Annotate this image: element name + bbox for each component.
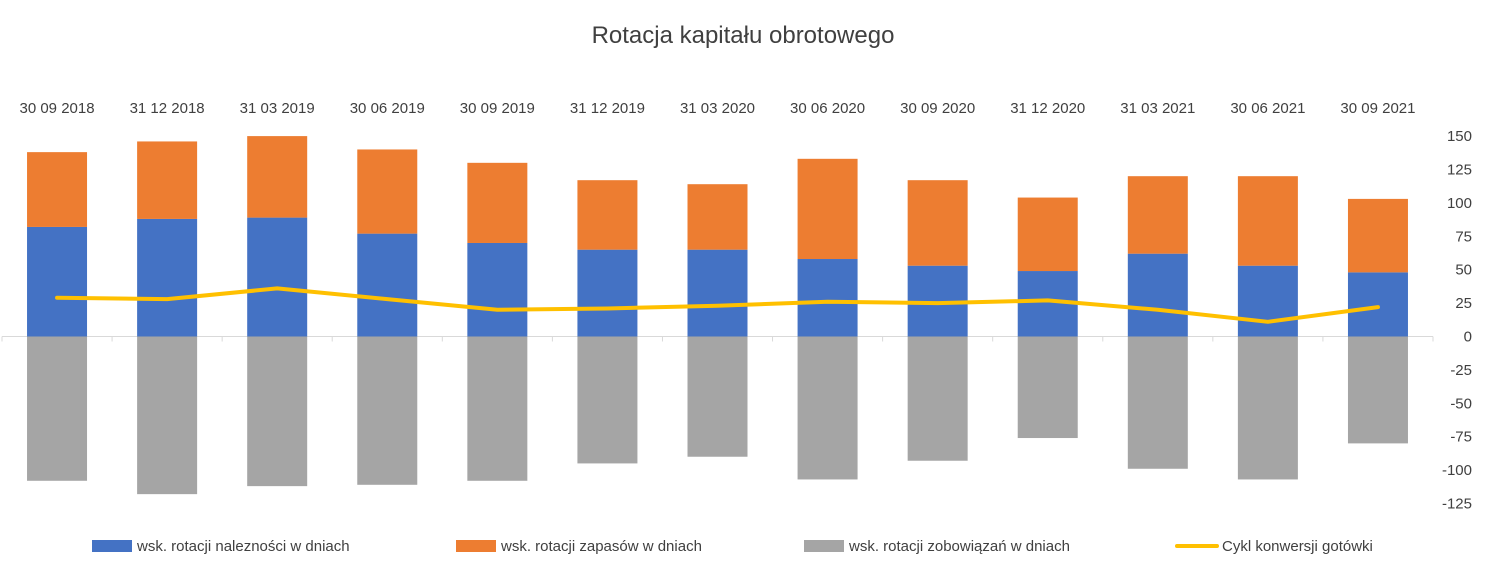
bar-inventory: [907, 180, 968, 266]
y-tick-label: -100: [1442, 462, 1472, 479]
legend-label: Cykl konwersji gotówki: [1222, 538, 1373, 555]
bar-inventory: [467, 162, 528, 243]
bar-inventory: [1017, 197, 1078, 272]
bar-payables: [27, 336, 88, 481]
bar-payables: [687, 336, 748, 457]
category-label: 31 03 2019: [240, 100, 315, 117]
category-label: 31 12 2018: [130, 100, 205, 117]
category-label: 30 09 2019: [460, 100, 535, 117]
bar-payables: [137, 336, 198, 495]
category-label: 30 06 2019: [350, 100, 425, 117]
bar-inventory: [27, 152, 88, 227]
y-tick-label: -50: [1450, 395, 1472, 412]
y-tick-label: 50: [1455, 262, 1472, 279]
plot-area: 30 09 2018 31 12 2018 31 03 2019 30 06 2019…: [1, 100, 1472, 513]
bar-receivables: [1347, 272, 1408, 337]
y-tick-label: 125: [1447, 162, 1472, 179]
bar-payables: [907, 336, 968, 461]
category-label: 30 09 2018: [19, 100, 94, 117]
legend-swatch: [92, 540, 132, 552]
bar-inventory: [1347, 198, 1408, 273]
bar-inventory: [137, 141, 198, 219]
y-tick-label: 0: [1464, 329, 1472, 346]
legend-label: wsk. rotacji nalezności w dniach: [136, 538, 350, 555]
bar-receivables: [467, 242, 528, 337]
bar-inventory: [687, 184, 748, 250]
bar-receivables: [247, 217, 308, 337]
bar-receivables: [137, 218, 198, 337]
bar-inventory: [797, 158, 858, 260]
bar-receivables: [1127, 253, 1188, 337]
y-tick-label: -25: [1450, 362, 1472, 379]
legend-label: wsk. rotacji zobowiązań w dniach: [848, 538, 1070, 555]
y-tick-label: 100: [1447, 195, 1472, 212]
bar-payables: [1237, 336, 1298, 480]
bar-receivables: [1237, 265, 1298, 337]
legend-label: wsk. rotacji zapasów w dniach: [500, 538, 702, 555]
category-label: 30 09 2020: [900, 100, 975, 117]
bar-receivables: [687, 249, 748, 337]
legend-swatch: [804, 540, 844, 552]
chart-title: Rotacja kapitału obrotowego: [592, 22, 895, 49]
y-tick-label: 150: [1447, 128, 1472, 145]
bar-payables: [577, 336, 638, 464]
category-label: 31 12 2019: [570, 100, 645, 117]
bar-payables: [247, 336, 308, 487]
bar-payables: [467, 336, 528, 481]
bar-payables: [797, 336, 858, 480]
category-label: 30 06 2020: [790, 100, 865, 117]
y-tick-label: 25: [1455, 295, 1472, 312]
bar-receivables: [577, 249, 638, 337]
bar-inventory: [357, 149, 418, 234]
bar-receivables: [27, 226, 88, 337]
legend-swatch: [456, 540, 496, 552]
bar-payables: [1347, 336, 1408, 444]
legend: wsk. rotacji nalezności w dniach wsk. rot…: [92, 538, 1373, 555]
category-label: 31 12 2020: [1010, 100, 1085, 117]
bar-payables: [357, 336, 418, 485]
bar-receivables: [797, 259, 858, 337]
bar-inventory: [1127, 176, 1188, 254]
y-tick-label: 75: [1455, 228, 1472, 245]
bar-payables: [1017, 336, 1078, 439]
category-label: 31 03 2021: [1120, 100, 1195, 117]
bar-receivables: [357, 233, 418, 337]
y-tick-label: -75: [1450, 429, 1472, 446]
category-label: 31 03 2020: [680, 100, 755, 117]
bar-inventory: [1237, 176, 1298, 266]
category-label: 30 09 2021: [1340, 100, 1415, 117]
category-label: 30 06 2021: [1230, 100, 1305, 117]
bar-payables: [1127, 336, 1188, 469]
bar-inventory: [577, 180, 638, 250]
y-tick-label: -125: [1442, 496, 1472, 513]
bar-inventory: [247, 136, 308, 218]
